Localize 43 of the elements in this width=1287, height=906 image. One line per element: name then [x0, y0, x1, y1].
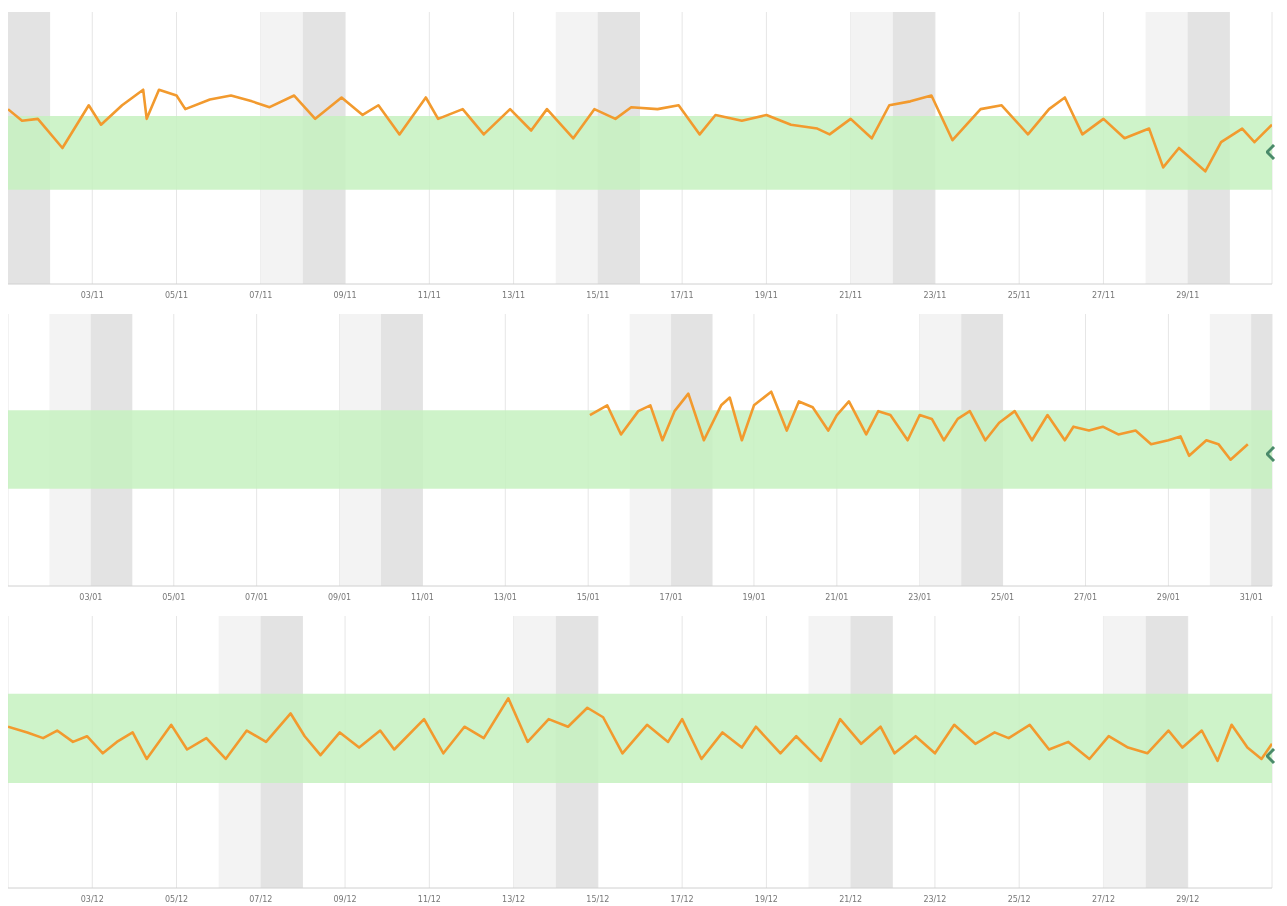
x-tick-label: 17/11 [670, 290, 694, 300]
x-tick-label: 03/01 [79, 592, 103, 602]
x-tick-label: 23/12 [923, 894, 947, 904]
x-tick-label: 07/12 [249, 894, 273, 904]
x-tick-label: 17/12 [670, 894, 694, 904]
x-tick-label: 11/12 [417, 894, 441, 904]
x-tick-label: 03/12 [80, 894, 104, 904]
x-tick-label: 15/12 [586, 894, 610, 904]
x-tick-label: 27/01 [1073, 592, 1098, 602]
x-tick-label: 05/12 [165, 894, 189, 904]
x-tick-label: 29/12 [1176, 894, 1200, 904]
x-tick-label: 23/01 [908, 592, 932, 602]
x-tick-label: 15/01 [576, 592, 600, 602]
x-tick-label: 07/01 [245, 592, 269, 602]
x-tick-label: 15/11 [586, 290, 610, 300]
x-tick-label: 07/11 [249, 290, 273, 300]
x-tick-label: 27/11 [1091, 290, 1115, 300]
x-tick-label: 25/11 [1007, 290, 1031, 300]
x-tick-label: 17/01 [659, 592, 683, 602]
x-tick-label: 13/01 [493, 592, 517, 602]
x-tick-label: 13/11 [502, 290, 526, 300]
x-tick-label: 19/01 [742, 592, 766, 602]
x-tick-label: 27/12 [1091, 894, 1115, 904]
x-tick-label: 19/11 [754, 290, 778, 300]
x-tick-label: 23/11 [923, 290, 947, 300]
x-tick-label: 31/01 [1239, 592, 1263, 602]
x-tick-label: 29/11 [1176, 290, 1200, 300]
x-tick-label: 09/12 [333, 894, 357, 904]
x-tick-label: 09/11 [333, 290, 357, 300]
x-tick-label: 03/11 [80, 290, 104, 300]
x-tick-label: 21/11 [839, 290, 863, 300]
x-tick-label: 29/01 [1156, 592, 1180, 602]
x-tick-label: 25/01 [991, 592, 1015, 602]
x-tick-label: 11/11 [417, 290, 441, 300]
x-tick-label: 21/01 [825, 592, 849, 602]
x-tick-label: 11/01 [410, 592, 434, 602]
x-tick-label: 05/01 [162, 592, 186, 602]
x-tick-label: 09/01 [328, 592, 352, 602]
x-tick-label: 19/12 [754, 894, 778, 904]
x-tick-label: 25/12 [1007, 894, 1031, 904]
x-tick-label: 05/11 [165, 290, 189, 300]
x-tick-label: 21/12 [839, 894, 863, 904]
x-tick-label: 13/12 [502, 894, 526, 904]
